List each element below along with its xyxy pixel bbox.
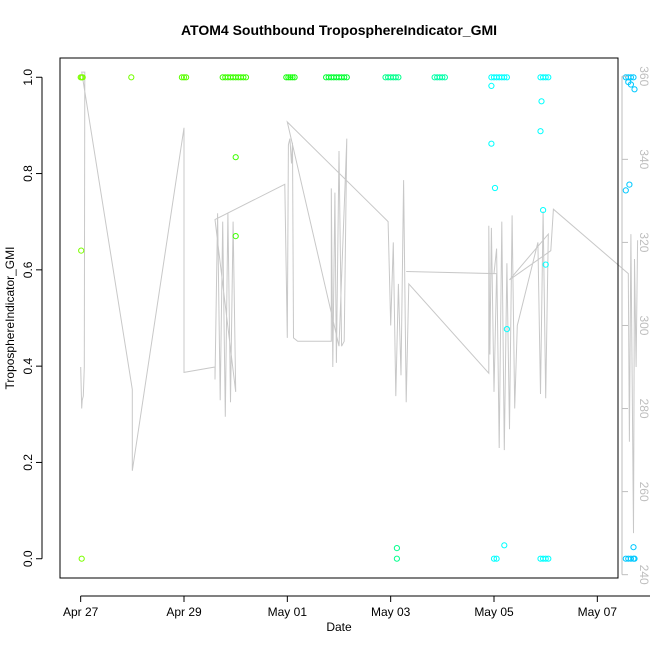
x-tick-label: Apr 29 bbox=[166, 605, 202, 619]
data-point bbox=[627, 555, 635, 562]
x-axis-label: Date bbox=[326, 620, 352, 634]
data-point bbox=[78, 247, 85, 254]
data-point bbox=[240, 74, 247, 81]
y-tick-label: 0.2 bbox=[21, 454, 35, 471]
y2-axis: 240 260 280 300 320 340 360 bbox=[621, 66, 650, 585]
data-point bbox=[287, 74, 294, 81]
plot-frame bbox=[59, 57, 619, 579]
data-point bbox=[393, 555, 400, 562]
data-point bbox=[622, 187, 629, 194]
data-point bbox=[392, 74, 399, 81]
series-line bbox=[80, 71, 639, 534]
y-tick-label: 0.4 bbox=[21, 357, 35, 374]
y-tick-label: 0.6 bbox=[21, 261, 35, 278]
data-point bbox=[538, 98, 545, 105]
data-point bbox=[283, 74, 290, 81]
y2-tick-label: 240 bbox=[637, 565, 650, 585]
data-point bbox=[493, 555, 500, 562]
data-point bbox=[441, 74, 448, 81]
data-point bbox=[545, 74, 552, 81]
x-tick-label: May 07 bbox=[578, 605, 618, 619]
data-point bbox=[341, 74, 348, 81]
data-point bbox=[183, 74, 190, 81]
data-point bbox=[79, 74, 86, 81]
data-point bbox=[545, 555, 552, 562]
data-point bbox=[285, 74, 292, 81]
data-point bbox=[627, 74, 635, 81]
y-tick-label: 0.0 bbox=[21, 550, 35, 567]
data-point bbox=[343, 74, 350, 81]
x-tick-label: May 01 bbox=[268, 605, 308, 619]
data-point bbox=[180, 74, 188, 81]
data-point bbox=[439, 74, 446, 81]
x-tick-label: May 05 bbox=[474, 605, 514, 619]
data-point bbox=[488, 140, 495, 147]
y2-tick-label: 280 bbox=[637, 399, 650, 419]
data-point bbox=[542, 74, 549, 81]
data-point bbox=[542, 261, 549, 268]
y-axis: 0.0 0.2 0.4 0.6 0.8 1.0 bbox=[21, 69, 43, 567]
data-point bbox=[289, 74, 296, 81]
data-point bbox=[242, 74, 250, 81]
data-point bbox=[488, 82, 495, 90]
y-axis-label: TroposphereIndicator_GMI bbox=[3, 247, 17, 390]
data-point bbox=[503, 74, 510, 81]
x-tick-label: Apr 27 bbox=[63, 605, 99, 619]
y2-tick-label: 260 bbox=[637, 482, 650, 502]
data-point bbox=[627, 81, 635, 88]
data-point bbox=[393, 545, 400, 552]
data-point bbox=[542, 555, 549, 562]
data-point bbox=[178, 74, 185, 81]
data-point bbox=[78, 555, 85, 562]
y2-tick-label: 360 bbox=[637, 66, 650, 86]
data-point bbox=[630, 544, 637, 551]
chart-title: ATOM4 Southbound TroposphereIndicator_GM… bbox=[181, 22, 497, 38]
y2-tick-label: 340 bbox=[637, 149, 650, 169]
y-tick-label: 1.0 bbox=[21, 69, 35, 86]
plot-area bbox=[77, 71, 639, 562]
data-point bbox=[128, 74, 135, 81]
data-point bbox=[540, 207, 547, 214]
data-point bbox=[232, 154, 239, 161]
x-tick-label: May 03 bbox=[371, 605, 411, 619]
data-point bbox=[501, 542, 508, 549]
data-point bbox=[537, 128, 544, 135]
data-point bbox=[291, 74, 298, 81]
y2-tick-label: 320 bbox=[637, 232, 650, 252]
data-point bbox=[630, 74, 637, 81]
y-tick-label: 0.8 bbox=[21, 165, 35, 182]
data-point bbox=[232, 233, 239, 240]
data-point bbox=[631, 555, 638, 562]
data-point bbox=[631, 86, 638, 93]
data-point bbox=[501, 74, 508, 81]
data-point bbox=[491, 184, 499, 192]
data-point bbox=[490, 555, 498, 562]
data-point bbox=[626, 181, 633, 188]
data-point bbox=[395, 74, 402, 81]
y2-tick-label: 300 bbox=[637, 315, 650, 335]
data-point bbox=[503, 326, 510, 333]
